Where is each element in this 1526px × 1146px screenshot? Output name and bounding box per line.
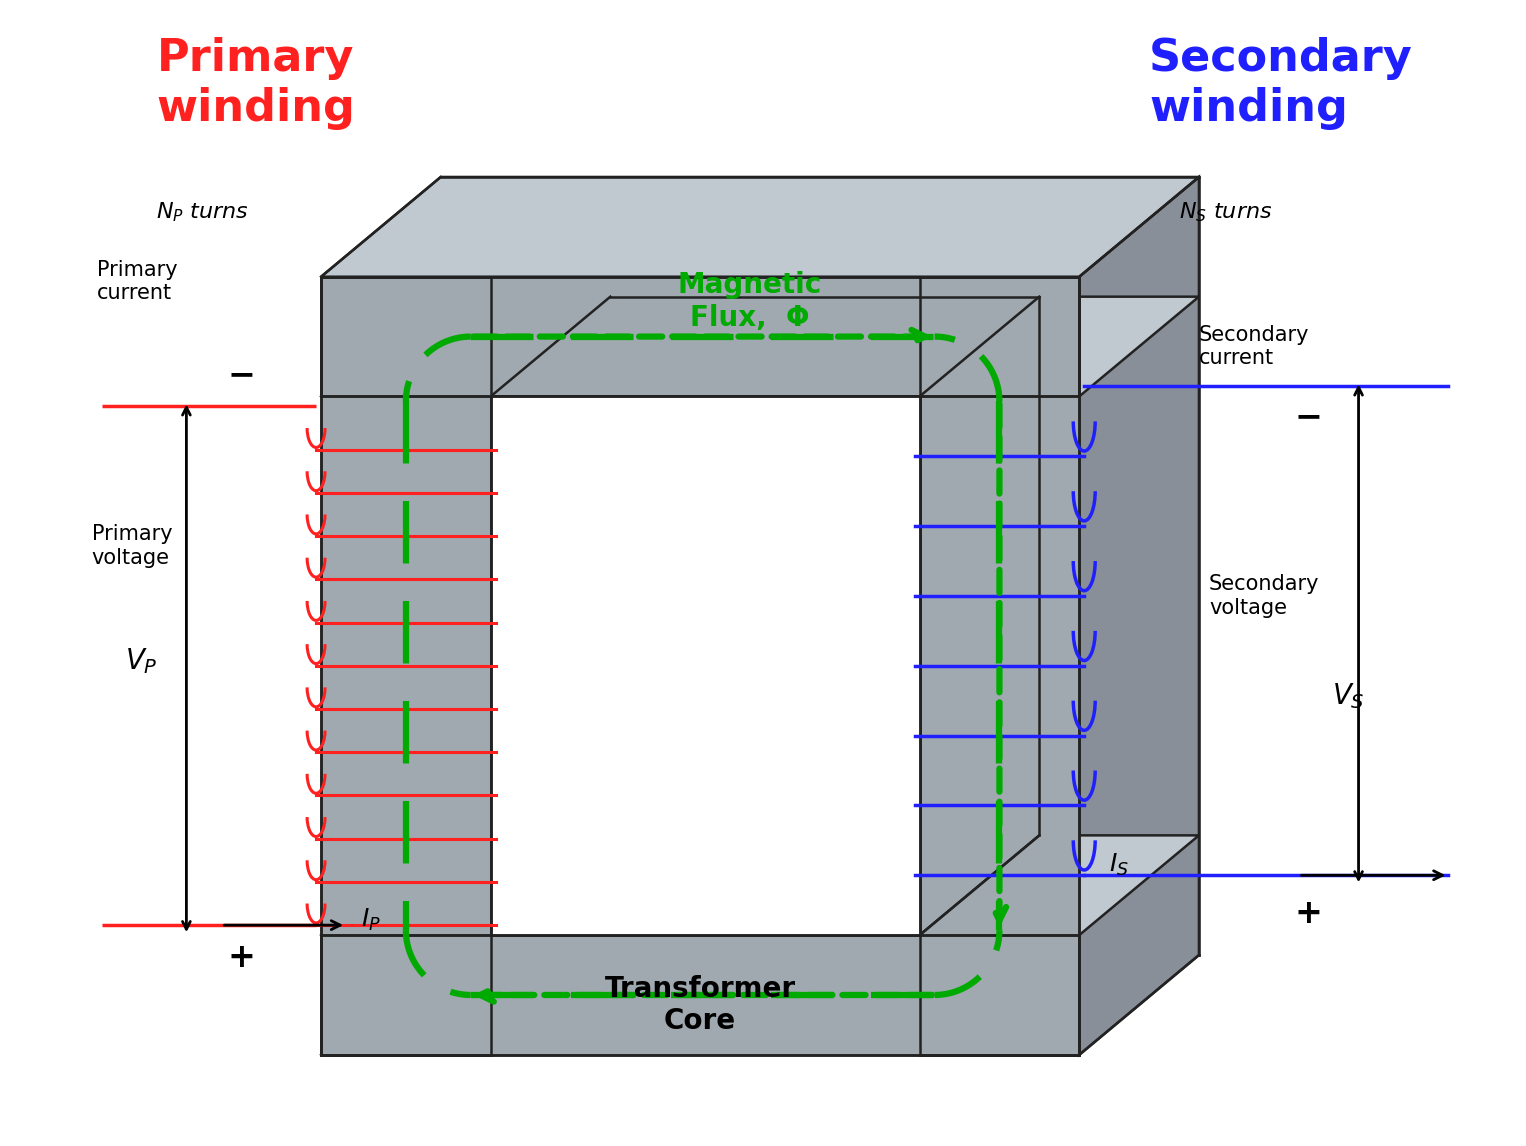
- Polygon shape: [920, 276, 1079, 1054]
- Text: Primary
winding: Primary winding: [157, 38, 356, 131]
- Text: Primary
voltage: Primary voltage: [92, 525, 172, 567]
- Text: −: −: [1294, 400, 1323, 433]
- Text: Secondary
current: Secondary current: [1199, 325, 1309, 368]
- Text: $I_P$: $I_P$: [362, 906, 382, 933]
- Text: Secondary
voltage: Secondary voltage: [1209, 574, 1320, 618]
- Text: $V_P$: $V_P$: [125, 646, 157, 676]
- Polygon shape: [920, 297, 1039, 935]
- Text: −: −: [227, 358, 255, 391]
- Polygon shape: [320, 276, 1079, 397]
- Polygon shape: [1079, 176, 1199, 1054]
- Polygon shape: [320, 935, 1079, 1054]
- Polygon shape: [320, 835, 1199, 935]
- Polygon shape: [320, 276, 491, 1054]
- Text: $N_P$ turns: $N_P$ turns: [157, 201, 249, 223]
- Text: Secondary
winding: Secondary winding: [1149, 38, 1413, 131]
- Polygon shape: [320, 297, 610, 397]
- Text: +: +: [1294, 896, 1323, 929]
- Text: $N_S$ turns: $N_S$ turns: [1180, 201, 1273, 223]
- Polygon shape: [491, 297, 1039, 397]
- Text: $V_S$: $V_S$: [1332, 681, 1364, 711]
- Polygon shape: [920, 297, 1199, 397]
- Text: $I_S$: $I_S$: [1109, 853, 1129, 878]
- Text: Transformer
Core: Transformer Core: [604, 975, 795, 1035]
- Polygon shape: [320, 176, 1199, 276]
- Text: +: +: [227, 941, 255, 974]
- Text: Magnetic
Flux,  Φ: Magnetic Flux, Φ: [678, 272, 823, 332]
- Text: Primary
current: Primary current: [96, 260, 177, 304]
- Polygon shape: [491, 397, 920, 935]
